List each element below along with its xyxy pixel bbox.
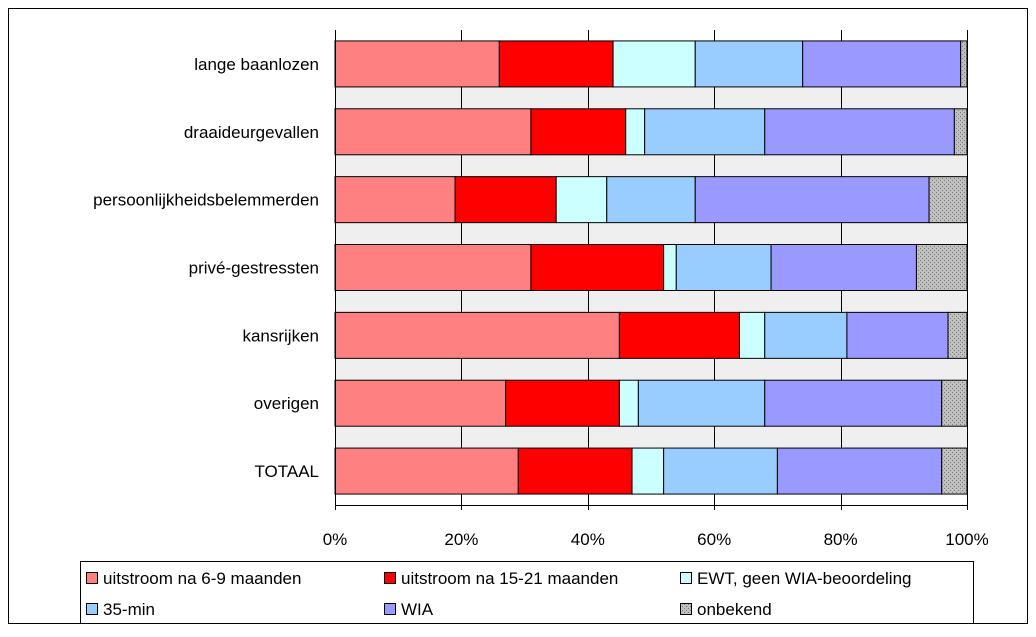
bar-segment-5 <box>802 40 962 88</box>
legend-label: uitstroom na 6-9 maanden <box>103 569 301 588</box>
legend-label: 35-min <box>103 600 155 619</box>
bar-segment-2 <box>517 447 633 495</box>
bar-segment-5 <box>776 447 943 495</box>
legend-label: EWT, geen WIA-beoordeling <box>697 569 912 588</box>
bar-segment-3 <box>618 379 639 427</box>
bar-segment-4 <box>764 311 848 359</box>
plot-band <box>335 290 967 313</box>
legend-swatch <box>86 572 98 584</box>
plot-band <box>335 426 967 449</box>
bar-segment-3 <box>738 311 766 359</box>
bar-segment-4 <box>694 40 804 88</box>
legend-swatch <box>680 603 692 615</box>
x-tick-label: 60% <box>697 530 731 549</box>
bar-segment-3 <box>612 40 696 88</box>
legend-swatch <box>680 572 692 584</box>
bar-segment-1 <box>334 108 532 156</box>
bar-segment-5 <box>846 311 949 359</box>
x-tick-label: 80% <box>824 530 858 549</box>
bar-segment-5 <box>764 108 955 156</box>
bars <box>334 40 968 495</box>
bar-segment-2 <box>618 311 740 359</box>
bar-segment-3 <box>663 244 677 291</box>
category-label: persoonlijkheidsbelemmerden <box>93 191 319 210</box>
axes: lange baanlozen draaideurgevallen persoonl… <box>93 30 989 549</box>
bar-segment-2 <box>505 379 620 427</box>
bar-segment-6 <box>941 447 968 495</box>
plot-band <box>335 222 967 245</box>
bar-segment-6 <box>915 244 968 291</box>
x-tick-label: 100% <box>945 530 988 549</box>
category-label: TOTAAL <box>254 462 319 481</box>
legend-label: uitstroom na 15-21 maanden <box>401 569 618 588</box>
bar-segment-4 <box>644 108 766 156</box>
plot-band <box>335 86 967 109</box>
bar-segment-1 <box>334 311 620 359</box>
legend-label: onbekend <box>697 600 772 619</box>
legend-box <box>80 561 974 624</box>
x-tick-label: 0% <box>323 530 348 549</box>
bar-segment-6 <box>947 311 968 359</box>
bar-segment-2 <box>454 176 557 224</box>
legend-swatch <box>384 603 396 615</box>
bar-segment-6 <box>960 40 968 88</box>
bar-segment-3 <box>625 108 646 156</box>
bar-segment-2 <box>530 108 627 156</box>
plot-band <box>335 358 967 381</box>
bar-segment-4 <box>675 244 772 291</box>
plot-band <box>335 154 967 177</box>
bar-segment-4 <box>637 379 766 427</box>
category-label: lange baanlozen <box>194 55 319 74</box>
legend: uitstroom na 6-9 maanden uitstroom na 15-… <box>80 561 974 624</box>
x-tick-label: 40% <box>571 530 605 549</box>
bar-segment-5 <box>770 244 917 291</box>
bar-segment-6 <box>928 176 968 224</box>
category-label: privé-gestressten <box>189 259 319 278</box>
bar-segment-2 <box>498 40 614 88</box>
bar-segment-1 <box>334 244 532 291</box>
category-label: draaideurgevallen <box>184 123 319 142</box>
bar-segment-6 <box>953 108 968 156</box>
category-label: kansrijken <box>242 326 319 345</box>
bar-segment-2 <box>530 244 665 291</box>
bar-segment-4 <box>606 176 696 224</box>
bar-segment-6 <box>941 379 968 427</box>
bar-segment-3 <box>631 447 665 495</box>
bar-segment-1 <box>334 447 519 495</box>
legend-swatch <box>384 572 396 584</box>
bar-segment-5 <box>694 176 930 224</box>
bar-segment-1 <box>334 379 507 427</box>
category-label: overigen <box>254 394 319 413</box>
bar-segment-4 <box>663 447 778 495</box>
legend-label: WIA <box>401 600 434 619</box>
bar-segment-1 <box>334 40 500 88</box>
x-tick-label: 20% <box>444 530 478 549</box>
legend-swatch <box>86 603 98 615</box>
bar-segment-3 <box>555 176 608 224</box>
bar-segment-1 <box>334 176 456 224</box>
bar-segment-5 <box>764 379 943 427</box>
